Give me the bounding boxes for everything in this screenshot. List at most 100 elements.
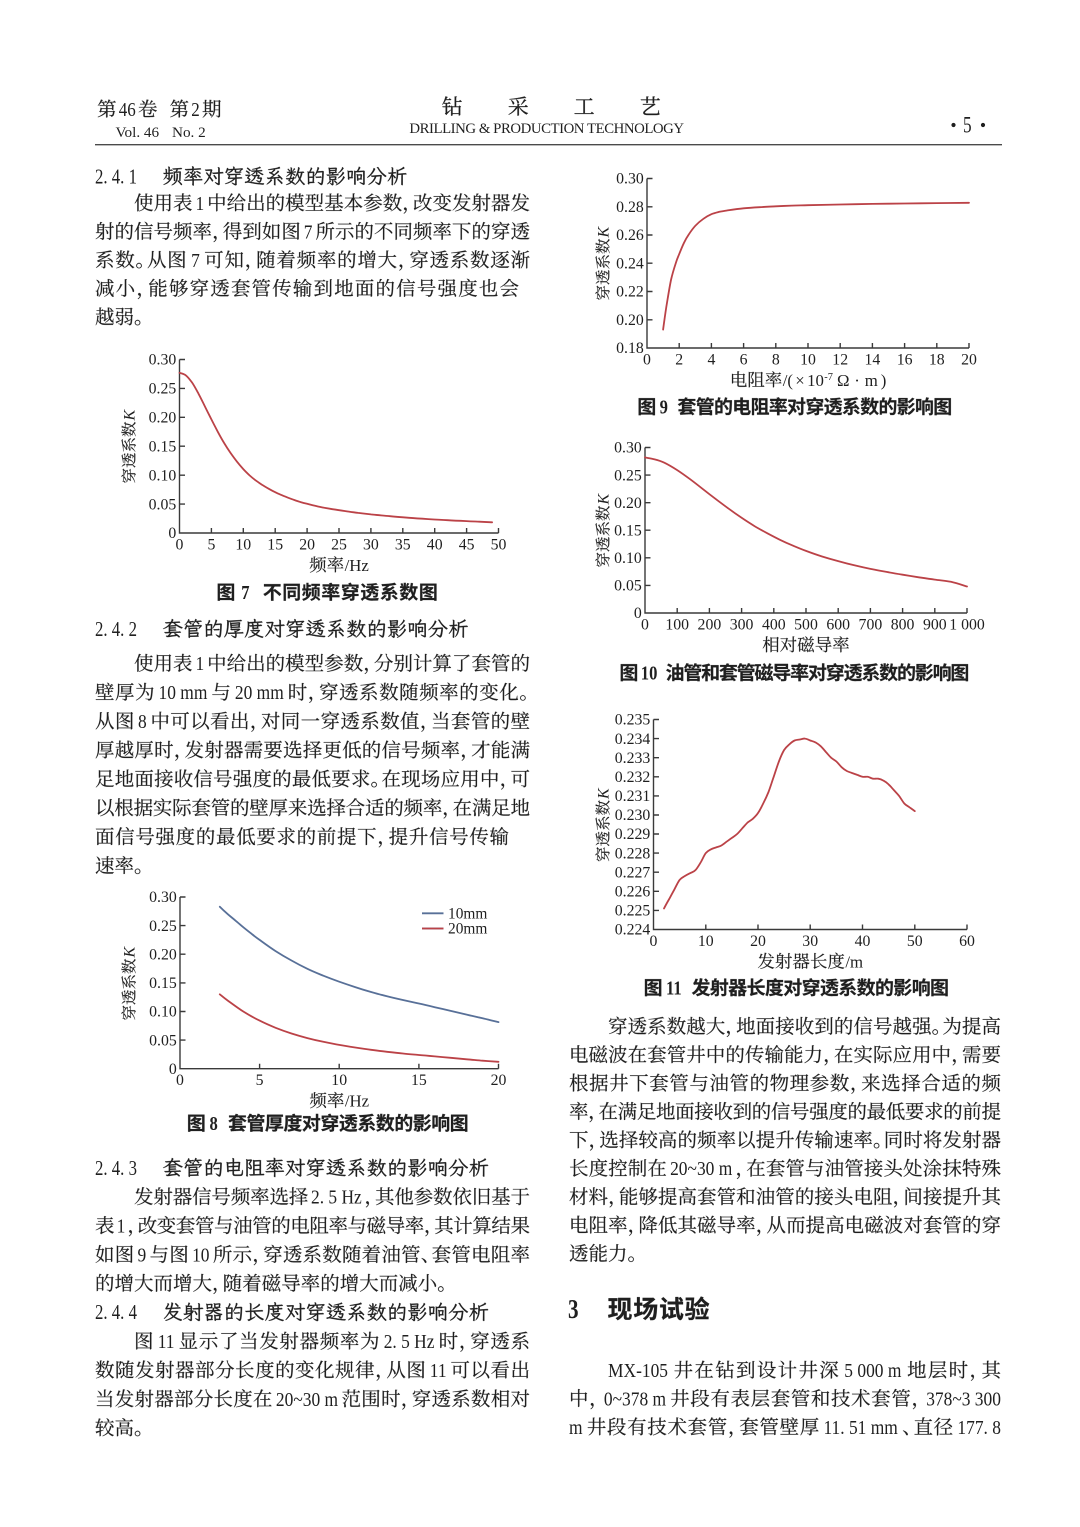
svg-text:0.231: 0.231 (615, 788, 651, 805)
svg-text:0.05: 0.05 (614, 578, 642, 595)
svg-text:0.233: 0.233 (615, 750, 651, 767)
svg-text:15: 15 (411, 1072, 427, 1089)
svg-text:10mm: 10mm (448, 905, 487, 922)
svg-text:9: 9 (138, 1244, 147, 1267)
svg-text:700: 700 (859, 617, 883, 634)
svg-text:2. 5 Hz: 2. 5 Hz (311, 1186, 362, 1209)
svg-text:200: 200 (698, 617, 722, 634)
svg-text:0.22: 0.22 (616, 284, 644, 301)
svg-text:0.20: 0.20 (614, 495, 642, 512)
svg-text:20mm: 20mm (448, 921, 487, 938)
svg-text:0.25: 0.25 (614, 467, 642, 484)
svg-text:2. 4. 2: 2. 4. 2 (95, 618, 137, 641)
svg-text:MX-105: MX-105 (608, 1360, 668, 1383)
svg-text:0.20: 0.20 (616, 312, 644, 329)
svg-text:0.26: 0.26 (616, 227, 644, 244)
svg-text:/Hz: /Hz (345, 1092, 369, 1111)
svg-text:2: 2 (191, 99, 200, 122)
svg-text:0.235: 0.235 (615, 712, 651, 729)
svg-text:10 mm: 10 mm (159, 682, 208, 705)
svg-text:100: 100 (665, 617, 689, 634)
svg-text:0.05: 0.05 (149, 1032, 177, 1049)
svg-text:0.227: 0.227 (615, 864, 651, 881)
svg-text:11: 11 (158, 1331, 175, 1354)
svg-text:): ) (881, 371, 887, 390)
svg-text:0.234: 0.234 (615, 731, 651, 748)
svg-text:40: 40 (427, 537, 443, 554)
svg-text:3: 3 (568, 1295, 579, 1325)
svg-text:5: 5 (207, 537, 215, 554)
svg-text:1: 1 (196, 653, 205, 676)
svg-text:K: K (596, 493, 613, 506)
svg-text:0.30: 0.30 (149, 889, 177, 906)
svg-text:300: 300 (730, 617, 754, 634)
svg-text:7: 7 (191, 250, 200, 273)
svg-text:400: 400 (762, 617, 786, 634)
svg-text:0.30: 0.30 (616, 171, 644, 188)
svg-text:0: 0 (176, 1072, 184, 1089)
svg-text:0: 0 (169, 1061, 177, 1078)
svg-text:35: 35 (395, 537, 411, 554)
svg-text:50: 50 (907, 933, 923, 950)
svg-text:2. 4. 1: 2. 4. 1 (95, 166, 137, 189)
svg-text:11. 51 mm: 11. 51 mm (824, 1417, 899, 1440)
svg-text:12: 12 (832, 352, 848, 369)
svg-text:No. 2: No. 2 (172, 124, 206, 141)
svg-text:14: 14 (865, 352, 881, 369)
svg-text:10: 10 (800, 352, 816, 369)
svg-text:0.15: 0.15 (149, 975, 177, 992)
svg-text:-7: -7 (824, 372, 833, 383)
svg-text:900: 900 (923, 617, 947, 634)
svg-text:0.10: 0.10 (149, 1004, 177, 1021)
svg-text:6: 6 (740, 352, 748, 369)
svg-text:0.25: 0.25 (149, 918, 177, 935)
svg-text:0.30: 0.30 (614, 440, 642, 457)
svg-text:25: 25 (331, 537, 347, 554)
svg-text:K: K (122, 946, 139, 959)
svg-text:Ω: Ω (837, 371, 849, 390)
svg-text:11: 11 (430, 1360, 447, 1383)
svg-text:0.226: 0.226 (615, 884, 651, 901)
svg-text:15: 15 (267, 537, 283, 554)
svg-text:·: · (854, 371, 860, 390)
svg-text:0.28: 0.28 (616, 199, 644, 216)
svg-text:46: 46 (119, 99, 136, 122)
svg-text:m: m (569, 1417, 583, 1440)
svg-text:0.10: 0.10 (149, 467, 177, 484)
svg-text:0.10: 0.10 (614, 550, 642, 567)
svg-text:20: 20 (750, 933, 766, 950)
svg-text:177. 8: 177. 8 (957, 1417, 1001, 1440)
svg-text:0: 0 (650, 933, 658, 950)
svg-text:1: 1 (117, 1215, 126, 1238)
svg-text:16: 16 (897, 352, 913, 369)
svg-text:20~30 m: 20~30 m (276, 1389, 338, 1412)
svg-text:0.20: 0.20 (149, 410, 177, 427)
svg-text:0: 0 (168, 525, 176, 542)
svg-text:8: 8 (138, 711, 147, 734)
svg-text:K: K (122, 409, 139, 422)
svg-text:4: 4 (707, 352, 715, 369)
svg-text:0.18: 0.18 (616, 340, 644, 357)
svg-text:10: 10 (331, 1072, 347, 1089)
svg-text:0.05: 0.05 (149, 496, 177, 513)
svg-text:800: 800 (891, 617, 915, 634)
svg-text:2. 5 Hz: 2. 5 Hz (384, 1331, 435, 1354)
svg-text:10: 10 (807, 371, 824, 390)
svg-text:0.230: 0.230 (615, 807, 651, 824)
svg-text:m: m (865, 371, 878, 390)
svg-text:10: 10 (192, 1244, 209, 1267)
svg-text:2. 4. 4: 2. 4. 4 (95, 1301, 137, 1324)
svg-text:2. 4. 3: 2. 4. 3 (95, 1157, 137, 1180)
svg-text:500: 500 (794, 617, 818, 634)
svg-text:0.30: 0.30 (149, 352, 177, 369)
svg-text:0.25: 0.25 (149, 381, 177, 398)
svg-text:0: 0 (643, 352, 651, 369)
svg-text:7: 7 (304, 221, 313, 244)
svg-text:600: 600 (826, 617, 850, 634)
svg-text:5 000 m: 5 000 m (844, 1360, 901, 1383)
svg-text:1 000: 1 000 (949, 617, 985, 634)
svg-text:DRILLING & PRODUCTION TECHNOL: DRILLING & PRODUCTION TECHNOLOGY (409, 121, 684, 137)
svg-text:5: 5 (256, 1072, 264, 1089)
svg-text:2: 2 (675, 352, 683, 369)
svg-text:9: 9 (660, 396, 668, 418)
